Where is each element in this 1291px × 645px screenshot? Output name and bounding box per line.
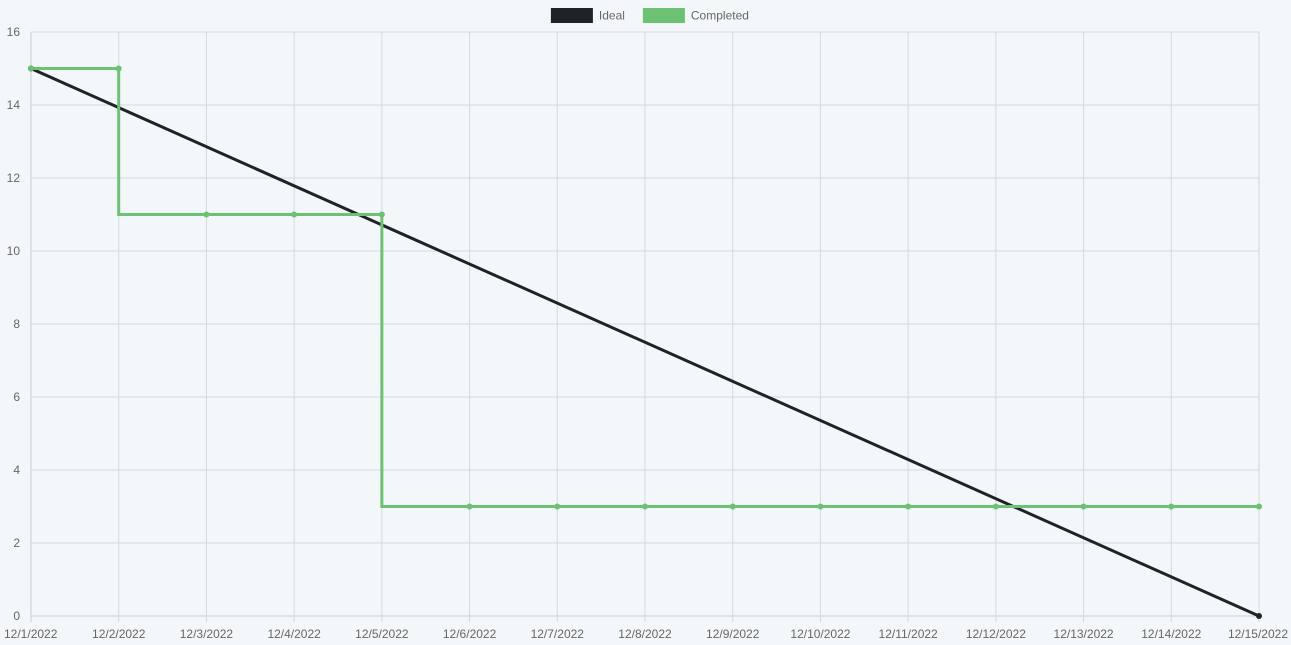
data-point-completed[interactable] xyxy=(554,503,561,510)
chart-legend: Ideal Completed xyxy=(550,8,749,23)
data-point-completed[interactable] xyxy=(729,503,736,510)
legend-swatch xyxy=(550,8,593,23)
x-tick-label: 12/5/2022 xyxy=(355,627,409,641)
y-axis: 0 2 4 6 8 10 12 14 16 xyxy=(7,25,21,623)
y-tick-label: 14 xyxy=(7,98,21,112)
y-tick-label: 4 xyxy=(13,463,20,477)
x-axis: 12/1/2022 12/2/2022 12/3/2022 12/4/2022 12/5… xyxy=(4,627,1288,641)
y-tick-label: 16 xyxy=(7,25,21,39)
y-tick-label: 6 xyxy=(13,390,20,404)
x-tick-label: 12/12/2022 xyxy=(966,627,1026,641)
data-point-completed[interactable] xyxy=(28,65,34,72)
legend-label: Completed xyxy=(691,9,749,23)
data-point-completed[interactable] xyxy=(466,503,473,510)
x-tick-label: 12/3/2022 xyxy=(180,627,234,641)
x-tick-label: 12/9/2022 xyxy=(706,627,760,641)
data-point-completed[interactable] xyxy=(817,503,824,510)
data-point-completed[interactable] xyxy=(905,503,912,510)
x-tick-label: 12/11/2022 xyxy=(879,627,938,641)
y-tick-label: 0 xyxy=(13,609,20,623)
data-point-completed[interactable] xyxy=(1256,503,1262,510)
legend-item-completed[interactable]: Completed xyxy=(642,8,749,23)
data-point-completed[interactable] xyxy=(115,65,122,72)
y-tick-label: 10 xyxy=(7,244,21,258)
legend-label: Ideal xyxy=(599,9,625,23)
x-tick-label: 12/10/2022 xyxy=(790,627,850,641)
data-point-completed[interactable] xyxy=(1080,503,1087,510)
data-point-completed[interactable] xyxy=(291,211,298,218)
y-tick-label: 2 xyxy=(13,536,20,550)
series-line-ideal xyxy=(30,67,1260,618)
x-tick-label: 12/6/2022 xyxy=(443,627,497,641)
data-point-completed[interactable] xyxy=(203,211,210,218)
data-point-completed[interactable] xyxy=(1168,503,1175,510)
x-tick-label: 12/1/2022 xyxy=(4,627,58,641)
x-tick-label: 12/7/2022 xyxy=(531,627,585,641)
x-tick-label: 12/14/2022 xyxy=(1141,627,1201,641)
y-tick-label: 12 xyxy=(7,171,21,185)
data-point-completed[interactable] xyxy=(378,211,385,218)
data-point-ideal[interactable] xyxy=(1256,613,1262,619)
legend-item-ideal[interactable]: Ideal xyxy=(550,8,625,23)
x-tick-label: 12/13/2022 xyxy=(1054,627,1114,641)
data-point-completed[interactable] xyxy=(642,503,648,510)
y-tick-label: 8 xyxy=(13,317,20,331)
chart-series xyxy=(28,65,1262,619)
x-tick-label: 12/15/2022 xyxy=(1228,627,1288,641)
x-tick-label: 12/4/2022 xyxy=(267,627,321,641)
data-point-completed[interactable] xyxy=(992,503,999,510)
x-tick-label: 12/2/2022 xyxy=(92,627,146,641)
x-tick-label: 12/8/2022 xyxy=(618,627,672,641)
legend-swatch xyxy=(642,8,685,23)
